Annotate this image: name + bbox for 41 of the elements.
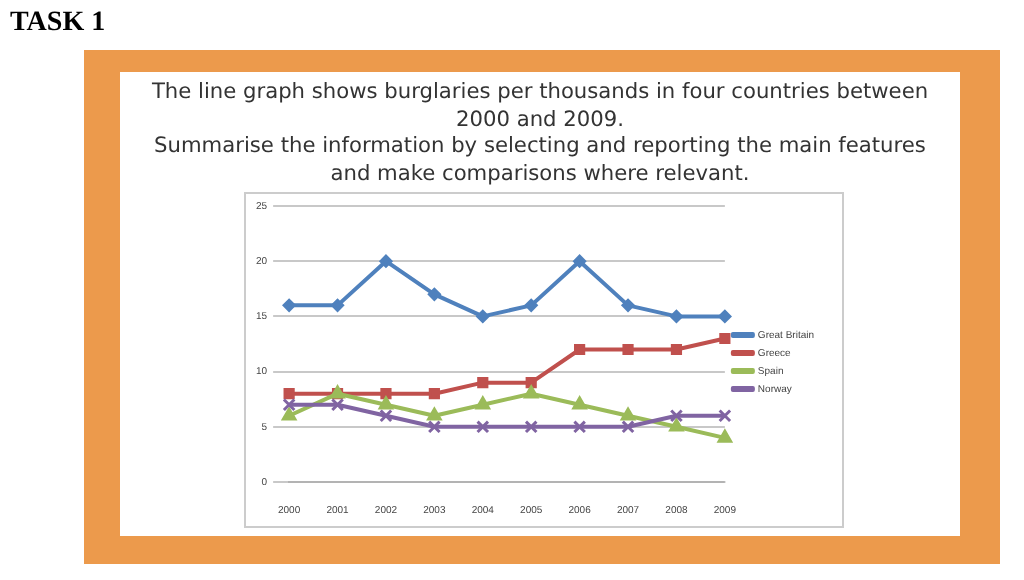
point bbox=[718, 409, 732, 423]
point bbox=[718, 309, 732, 323]
point bbox=[379, 254, 393, 268]
point bbox=[378, 396, 394, 410]
point bbox=[621, 420, 635, 434]
point bbox=[574, 343, 586, 356]
point bbox=[524, 420, 538, 434]
point bbox=[283, 388, 295, 400]
point bbox=[428, 388, 440, 400]
point bbox=[475, 396, 490, 410]
point bbox=[281, 407, 297, 421]
point bbox=[331, 298, 345, 312]
point bbox=[523, 385, 539, 399]
point bbox=[427, 287, 441, 301]
point bbox=[572, 396, 587, 410]
point bbox=[620, 407, 636, 421]
point bbox=[476, 309, 490, 323]
point bbox=[380, 388, 392, 400]
point bbox=[282, 298, 296, 312]
point bbox=[476, 420, 490, 434]
point bbox=[477, 377, 489, 389]
point bbox=[572, 420, 587, 434]
text: The line graph shows burglaries per thousands in four countries between 2000 and 2009. bbox=[149, 80, 931, 134]
point bbox=[719, 332, 731, 345]
text: Summarise the information by selecting and reporting the main features and make comparisons where relevant. bbox=[152, 134, 928, 188]
point bbox=[330, 397, 345, 412]
point bbox=[282, 397, 296, 412]
point bbox=[427, 420, 442, 434]
point bbox=[379, 409, 393, 423]
point bbox=[669, 409, 684, 423]
point bbox=[427, 407, 442, 421]
point bbox=[622, 343, 634, 356]
point bbox=[524, 298, 538, 312]
point bbox=[525, 377, 537, 389]
point bbox=[621, 298, 635, 312]
text: TASK 1 bbox=[10, 8, 106, 40]
point bbox=[669, 418, 684, 432]
point bbox=[573, 254, 587, 268]
point bbox=[669, 309, 683, 323]
point bbox=[670, 343, 683, 356]
point bbox=[717, 429, 733, 443]
